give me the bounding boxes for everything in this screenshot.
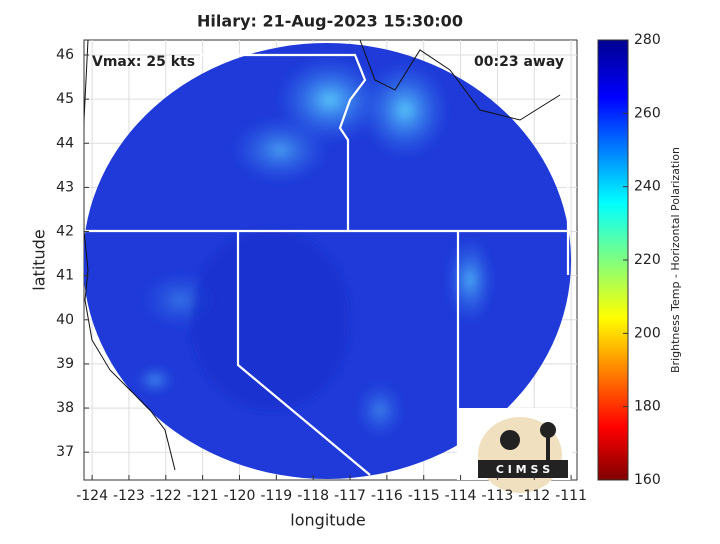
y-tick-label: 38 [56,400,74,416]
satellite-swath [84,40,571,480]
y-tick-label: 44 [56,135,74,151]
y-tick-label: 37 [56,444,74,460]
y-tick-label: 45 [56,91,74,107]
colorbar-tick-label: 280 [634,32,661,48]
y-tick-label: 40 [56,312,74,328]
y-tick-label: 46 [56,47,74,63]
y-axis-label: latitude [30,229,49,290]
colorbar-tick-label: 200 [634,325,661,341]
vmax-label: Vmax: 25 kts [92,54,195,70]
colorbar-tick-label: 240 [634,179,661,195]
x-tick-label: -124 [76,488,108,504]
x-tick-label: -116 [371,488,403,504]
x-tick-label: -121 [187,488,219,504]
x-tick-label: -115 [408,488,440,504]
colorbar-tick-label: 180 [634,399,661,415]
y-tick-label: 42 [56,224,74,240]
x-tick-label: -111 [555,488,587,504]
y-tick-label: 41 [56,268,74,284]
x-tick-label: -114 [445,488,477,504]
cloud-features [135,55,495,440]
x-tick-label: -118 [297,488,329,504]
x-tick-label: -123 [113,488,145,504]
y-tick-label: 43 [56,179,74,195]
colorbar-label: Brightness Temp - Horizontal Polarizatio… [669,147,682,373]
x-tick-label: -113 [482,488,514,504]
colorbar-tick-label: 260 [634,105,661,121]
title: Hilary: 21-Aug-2023 15:30:00 [197,12,463,31]
logo-text: C I M S S [496,463,550,476]
colorbar-tick-label: 160 [634,472,661,488]
time-away-label: 00:23 away [474,54,564,70]
x-tick-label: -112 [518,488,550,504]
logo-band [478,460,568,478]
logo-tower-leg [546,430,550,460]
colorbar-tick-label: 220 [634,252,661,268]
x-tick-label: -119 [260,488,292,504]
x-tick-label: -117 [334,488,366,504]
y-tick-label: 39 [56,356,74,372]
x-axis-label: longitude [290,511,365,530]
logo-dish [500,430,520,450]
x-tick-label: -120 [224,488,256,504]
x-tick-label: -122 [150,488,182,504]
state-borders [84,53,570,480]
